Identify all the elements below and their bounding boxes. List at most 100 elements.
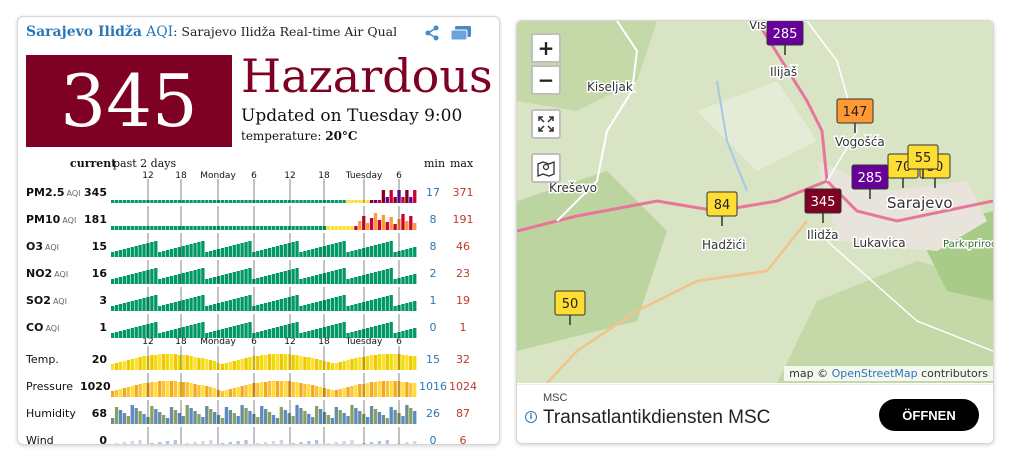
sparkline-bar — [205, 279, 209, 284]
sparkline-bar — [350, 251, 354, 257]
row-min: 26 — [426, 407, 440, 420]
sparkline-bar — [162, 251, 166, 257]
sparkline-bar — [354, 277, 358, 284]
sparkline-bar — [287, 270, 291, 284]
sparkline-bar — [307, 414, 311, 424]
sparkline-bar — [413, 356, 417, 370]
sparkline-bar — [220, 200, 225, 203]
sparkline-bar — [279, 326, 284, 338]
osm-link[interactable]: OpenStreetMap — [831, 367, 918, 380]
sparkline-bar — [224, 274, 229, 284]
sparkline-bar — [142, 271, 146, 284]
sparkline-bar — [201, 385, 205, 397]
sparkline-bar — [220, 329, 225, 338]
sparkline-bar — [142, 226, 146, 230]
sparkline-bar — [405, 221, 409, 230]
sparkline-bar — [169, 249, 174, 257]
tick-label: 18 — [318, 337, 330, 347]
sparkline-bar — [197, 323, 201, 338]
sparkline-bar — [111, 200, 115, 203]
air-quality-map[interactable]: Visoko Ilijaš Kiseljak Vogošća Kreševo S… — [517, 21, 993, 383]
sparkline-bar — [315, 329, 319, 338]
place-label: Lukavica — [853, 236, 906, 250]
station-name-link[interactable]: Sarajevo Ilidža — [26, 24, 142, 40]
sparkline-bar — [393, 252, 397, 257]
sparkline-bar — [236, 360, 240, 370]
row-current: 16 — [91, 267, 107, 280]
ad-banner[interactable]: i MSC Transatlantikdiensten MSC ÖFFNEN — [517, 384, 993, 443]
sparkline-bar — [150, 355, 154, 370]
share-icon[interactable] — [424, 25, 440, 41]
sparkline-bar — [330, 244, 335, 257]
row-sparkline — [111, 346, 417, 370]
aqi-marker[interactable]: 345 — [804, 188, 842, 223]
sparkline-bar — [409, 248, 413, 257]
aqi-marker[interactable]: 55 — [907, 144, 939, 179]
sparkline-bar — [138, 326, 142, 338]
sparkline-bar — [381, 215, 386, 230]
sparkline-bar — [326, 226, 331, 230]
sparkline-bar — [150, 443, 154, 444]
windows-icon[interactable] — [450, 25, 472, 41]
sparkline-bar — [385, 197, 389, 203]
aqi-link[interactable]: AQI — [146, 24, 174, 40]
tick-label: Monday — [200, 337, 236, 347]
sparkline-bar — [224, 247, 229, 257]
sparkline-bar — [205, 406, 209, 424]
sparkline-bar — [322, 300, 327, 311]
sparkline-bar — [209, 251, 213, 257]
sparkline-bar — [318, 387, 323, 397]
sparkline-bar — [220, 275, 225, 284]
sparkline-bar — [307, 331, 311, 338]
sparkline-bar — [260, 226, 264, 230]
sparkline-bar — [158, 279, 162, 284]
sparkline-bar — [130, 274, 134, 284]
zoom-out-button[interactable]: − — [531, 65, 561, 95]
sparkline-bar — [334, 243, 338, 257]
sparkline-bar — [244, 269, 248, 284]
sparkline-bar — [189, 383, 193, 397]
sparkline-bar — [405, 276, 409, 284]
ad-open-button[interactable]: ÖFFNEN — [879, 399, 979, 431]
aqi-marker[interactable]: 84 — [706, 191, 738, 226]
sparkline-bar — [338, 269, 342, 284]
sparkline-bar — [346, 333, 350, 338]
zoom-in-button[interactable]: + — [531, 33, 561, 63]
sparkline-bar — [311, 226, 315, 230]
sparkline-bar — [126, 302, 131, 311]
ad-title[interactable]: Transatlantikdiensten MSC — [543, 407, 771, 428]
sparkline-bar — [366, 328, 370, 338]
sparkline-bar — [240, 297, 244, 311]
row-max: 1 — [459, 321, 467, 334]
marker-value: 84 — [714, 198, 731, 213]
temperature-line: temperature: 20°C — [241, 129, 357, 143]
aqi-marker[interactable]: 285 — [766, 21, 804, 55]
sparkline-bar — [130, 405, 134, 424]
sparkline-bar — [330, 298, 335, 311]
aqi-marker[interactable]: 50 — [554, 290, 586, 325]
sparkline-bar — [193, 297, 197, 311]
sparkline-bar — [130, 441, 134, 444]
sparkline-bar — [169, 226, 174, 230]
sparkline-bar — [248, 411, 252, 424]
row-max: 6 — [459, 434, 467, 445]
aqi-marker[interactable]: 147 — [836, 98, 874, 133]
map-layers-button[interactable] — [531, 153, 561, 183]
sparkline-bar — [142, 200, 146, 203]
row-label: NO2 AQI — [26, 267, 68, 280]
ad-info-icon[interactable]: i — [525, 411, 537, 423]
sparkline-bar — [240, 324, 244, 338]
place-label: Sarajevo — [887, 194, 953, 212]
sparkline-bar — [267, 354, 272, 370]
sparkline-bar — [307, 226, 311, 230]
sparkline-bar — [271, 441, 276, 444]
sparkline-bar — [326, 389, 331, 397]
sparkline-bar — [307, 357, 311, 370]
sparkline-bar — [342, 268, 346, 284]
sparkline-bar — [303, 357, 307, 370]
aqi-marker[interactable]: 285 — [851, 164, 889, 199]
row-name: Pressure — [26, 380, 73, 393]
map-pin-icon — [537, 161, 555, 177]
sparkline-bar — [318, 226, 323, 230]
fullscreen-button[interactable] — [531, 109, 561, 139]
